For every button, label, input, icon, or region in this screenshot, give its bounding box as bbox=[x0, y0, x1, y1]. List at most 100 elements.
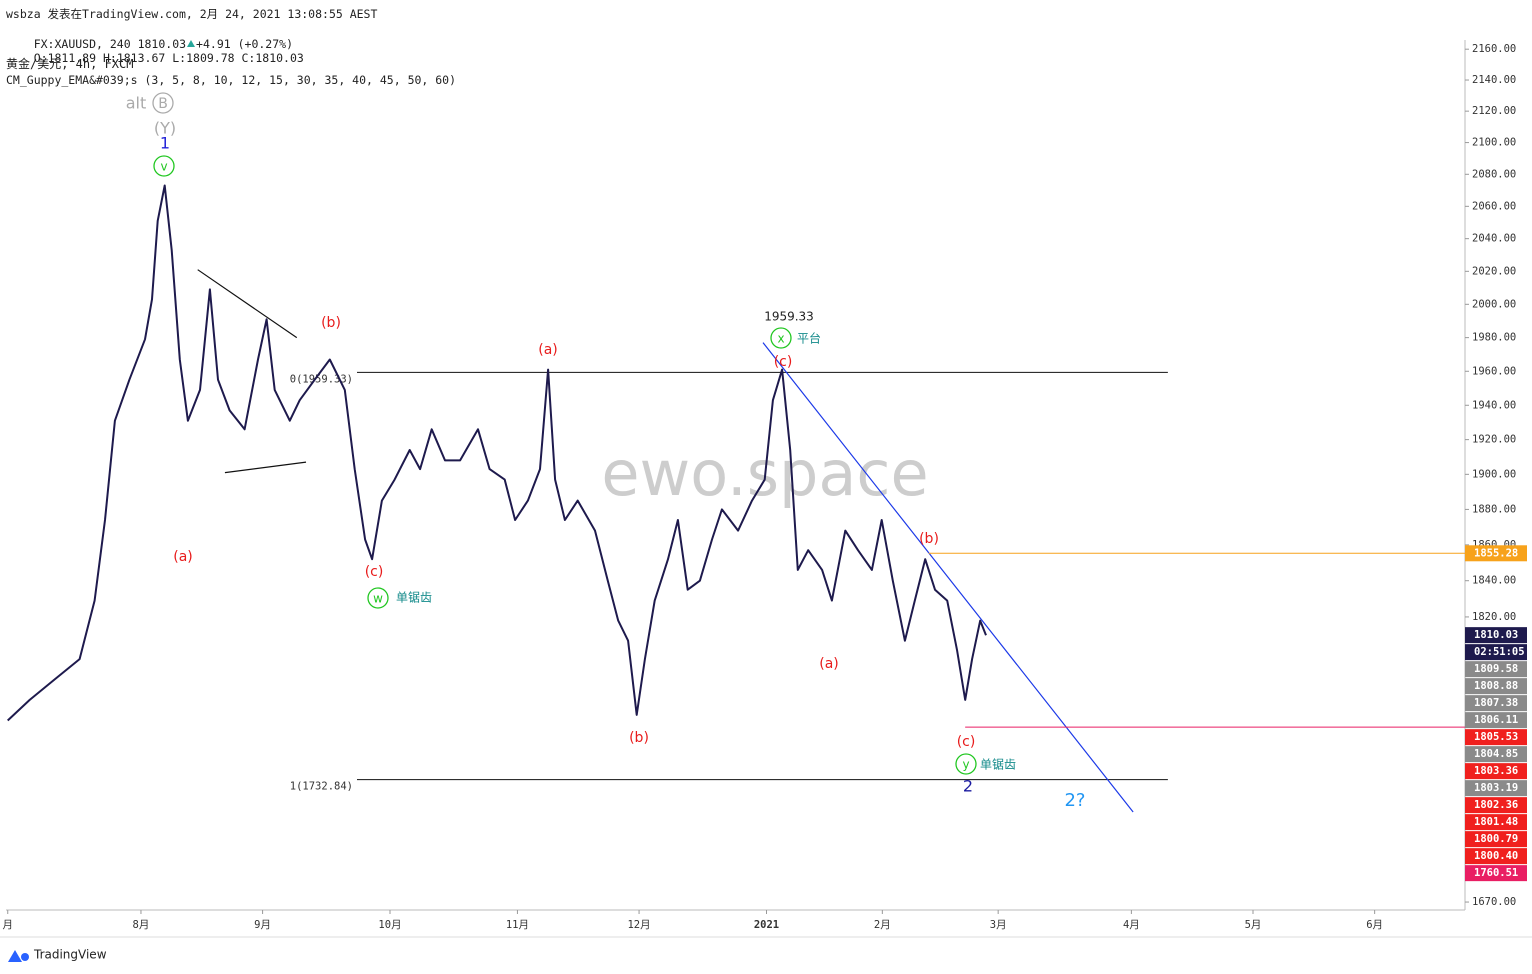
wave-label: 2? bbox=[1064, 790, 1085, 811]
wave-label: (b) bbox=[321, 315, 341, 331]
price-badge-label: 1855.28 bbox=[1474, 547, 1518, 559]
price-badge bbox=[1465, 678, 1527, 695]
trendline bbox=[762, 342, 1134, 813]
last-price: 1810.03 bbox=[137, 37, 187, 51]
x-tick-label: 4月 bbox=[1123, 919, 1140, 931]
wave-label: (c) bbox=[957, 734, 976, 750]
price-badge-label: 1760.51 bbox=[1474, 867, 1518, 879]
y-tick-label: 2060.00 bbox=[1472, 200, 1516, 212]
y-tick-label: 1670.00 bbox=[1472, 896, 1516, 908]
y-tick-label: 2000.00 bbox=[1472, 298, 1516, 310]
y-tick-label: 1980.00 bbox=[1472, 332, 1516, 344]
wave-label: (b) bbox=[629, 730, 649, 746]
x-tick-label: 5月 bbox=[1245, 919, 1262, 931]
quote-line: FX:XAUUSD, 240 1810.03 +4.91 (+0.27%) O:1… bbox=[6, 23, 311, 79]
price-badge bbox=[1465, 729, 1527, 746]
y-tick-label: 2140.00 bbox=[1472, 74, 1516, 86]
x-tick-label: 2021 bbox=[754, 919, 779, 931]
price-badge bbox=[1465, 661, 1527, 678]
y-tick-label: 1860.00 bbox=[1472, 539, 1516, 551]
wave-label: 1 bbox=[160, 134, 170, 153]
wave-label: w bbox=[373, 592, 383, 606]
price-badge-label: 1800.40 bbox=[1474, 850, 1518, 862]
change-pct: (+0.27%) bbox=[237, 37, 293, 51]
watermark: ewo.space bbox=[601, 437, 928, 510]
wave-label: (b) bbox=[919, 531, 939, 547]
price-badge bbox=[1465, 831, 1527, 848]
symbol: FX:XAUUSD, 240 bbox=[33, 37, 131, 51]
publisher: wsbza 发表在TradingView.com, 2月 24, 2021 13… bbox=[6, 7, 378, 21]
x-tick-label: 6月 bbox=[1366, 919, 1383, 931]
price-badge bbox=[1465, 746, 1527, 763]
y-tick-label: 2020.00 bbox=[1472, 265, 1516, 277]
trendline bbox=[197, 269, 298, 339]
wave-circle bbox=[152, 92, 174, 114]
x-tick-label: 8月 bbox=[133, 919, 150, 931]
y-tick-label: 1960.00 bbox=[1472, 365, 1516, 377]
price-badge-label: 1804.85 bbox=[1474, 748, 1518, 760]
price-badge bbox=[1465, 848, 1527, 865]
ohlc-value: 1810.03 bbox=[255, 51, 304, 65]
x-tick-label: 10月 bbox=[378, 919, 401, 931]
wave-label: (a) bbox=[173, 549, 193, 565]
wave-label: y bbox=[962, 758, 969, 772]
ohlc-value: 1811.89 bbox=[47, 51, 97, 65]
wave-label: (a) bbox=[538, 342, 558, 358]
wave-label: (c) bbox=[774, 354, 793, 370]
price-badge bbox=[1465, 780, 1527, 797]
wave-label: x bbox=[777, 332, 784, 346]
price-badge-label: 1805.53 bbox=[1474, 731, 1518, 743]
ohlc-key: L: bbox=[172, 51, 187, 65]
price-badge bbox=[1465, 763, 1527, 780]
wave-label: 单锯齿 bbox=[396, 590, 432, 605]
price-badge-label: 1800.79 bbox=[1474, 833, 1518, 845]
x-tick-label: 2月 bbox=[874, 919, 891, 931]
wave-label: 平台 bbox=[797, 331, 821, 346]
y-tick-label: 2100.00 bbox=[1472, 137, 1516, 149]
y-tick-label: 1940.00 bbox=[1472, 399, 1516, 411]
y-tick-label: 2080.00 bbox=[1472, 168, 1516, 180]
indicator: CM_Guppy_EMA&#039;s (3, 5, 8, 10, 12, 15… bbox=[6, 73, 457, 87]
y-tick-label: 2040.00 bbox=[1472, 233, 1516, 245]
price-badge bbox=[1465, 797, 1527, 814]
ohlc-value: 1809.78 bbox=[186, 51, 235, 65]
trendline bbox=[224, 461, 307, 474]
brand-logo bbox=[8, 950, 29, 962]
ohlc-key: O: bbox=[33, 51, 48, 65]
wave-label: v bbox=[160, 160, 167, 174]
ohlc: O:1811.89 H:1813.67 L:1809.78 C:1810.03 bbox=[34, 51, 311, 65]
brand: TradingView bbox=[33, 948, 107, 962]
price-badge bbox=[1465, 695, 1527, 712]
y-tick-label: 1820.00 bbox=[1472, 611, 1516, 623]
chart-title: 黄金/美元, 4h, FXCM bbox=[6, 57, 134, 71]
price-badge-label: 1809.58 bbox=[1474, 663, 1518, 675]
x-tick-label: 12月 bbox=[627, 919, 650, 931]
ohlc-value: 1813.67 bbox=[116, 51, 166, 65]
x-tick-label: 9月 bbox=[254, 919, 271, 931]
price-badge-label: 02:51:05 bbox=[1474, 646, 1525, 658]
y-tick-label: 2160.00 bbox=[1472, 43, 1516, 55]
price-badge bbox=[1465, 814, 1527, 831]
wave-circle bbox=[153, 155, 175, 177]
wave-label: (c) bbox=[365, 564, 384, 580]
price-badge-label: 1807.38 bbox=[1474, 697, 1518, 709]
ohlc-key: C: bbox=[241, 51, 256, 65]
price-badge bbox=[1465, 712, 1527, 729]
wave-circle bbox=[367, 587, 389, 609]
fib-level-label: 1(1732.84) bbox=[290, 781, 353, 793]
price-badge-label: 1801.48 bbox=[1474, 816, 1518, 828]
up-arrow bbox=[187, 40, 196, 47]
ohlc-key: H: bbox=[102, 51, 117, 65]
y-tick-label: 1880.00 bbox=[1472, 503, 1516, 515]
price-badge-label: 1802.36 bbox=[1474, 799, 1518, 811]
fib-level-label: 0(1959.33) bbox=[290, 373, 353, 385]
wave-label: 单锯齿 bbox=[980, 757, 1016, 772]
wave-circle bbox=[955, 753, 977, 775]
price-badge-label: 1810.03 bbox=[1474, 629, 1518, 641]
change: +4.91 bbox=[196, 37, 231, 51]
price-badge-label: 1808.88 bbox=[1474, 680, 1518, 692]
wave-label: 2 bbox=[963, 777, 973, 796]
wave-label: (Y) bbox=[154, 119, 176, 138]
